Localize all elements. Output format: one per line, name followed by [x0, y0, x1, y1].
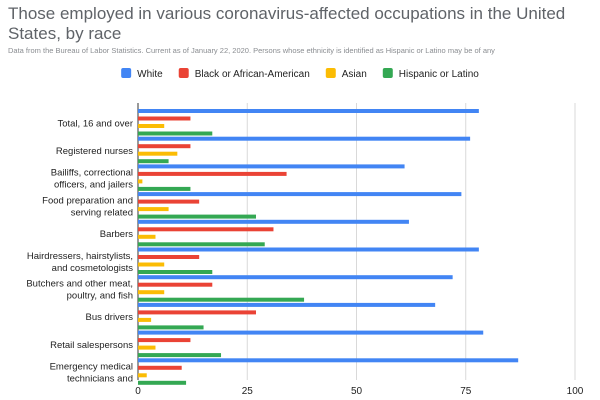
- category-label: technicians and: [67, 374, 133, 385]
- category-label: Bus drivers: [85, 312, 133, 323]
- bar-black: [138, 338, 191, 343]
- category-label: Registered nurses: [56, 146, 133, 157]
- legend-swatch: [382, 68, 393, 78]
- category-label: Emergency medical: [50, 362, 133, 373]
- bar-asian: [138, 262, 165, 267]
- bar-white: [138, 136, 471, 141]
- bar-hispanic: [138, 214, 256, 219]
- legend-label: Asian: [342, 69, 367, 80]
- bar-hispanic: [138, 297, 305, 302]
- category-label: and cosmetologists: [52, 263, 134, 274]
- bar-white: [138, 358, 519, 363]
- bar-asian: [138, 207, 169, 212]
- x-tick-label: 75: [460, 386, 472, 397]
- x-tick-label: 0: [135, 386, 141, 397]
- bar-asian: [138, 179, 143, 184]
- bar-white: [138, 164, 405, 169]
- bar-black: [138, 116, 191, 121]
- bar-white: [138, 219, 409, 224]
- category-label: officers, and jailers: [54, 180, 133, 191]
- legend-label: White: [137, 69, 163, 80]
- bar-asian: [138, 124, 165, 128]
- bar-white: [138, 247, 479, 252]
- x-tick-label: 50: [351, 386, 363, 397]
- chart-subtitle: Data from the Bureau of Labor Statistics…: [8, 46, 495, 55]
- category-label: Hairdressers, hairstylists,: [27, 251, 133, 262]
- bar-hispanic: [138, 325, 204, 330]
- bar-black: [138, 365, 182, 370]
- bar-asian: [138, 151, 178, 156]
- bar-white: [138, 330, 484, 335]
- bar-black: [138, 255, 200, 259]
- legend-swatch: [325, 68, 336, 78]
- bar-white: [138, 302, 436, 307]
- bar-asian: [138, 373, 147, 378]
- bar-white: [138, 192, 462, 197]
- bar-asian: [138, 317, 152, 322]
- category-label: Food preparation and: [42, 195, 133, 206]
- category-label: Barbers: [100, 229, 134, 240]
- bar-asian: [138, 290, 165, 295]
- bar-black: [138, 282, 213, 287]
- legend-swatch: [121, 68, 132, 78]
- category-label: Butchers and other meat,: [26, 278, 133, 289]
- bar-hispanic: [138, 270, 213, 274]
- legend-label: Black or African-American: [195, 69, 310, 80]
- legend-label: Hispanic or Latino: [399, 69, 479, 80]
- bar-hispanic: [138, 380, 187, 385]
- category-label: Retail salespersons: [50, 340, 133, 351]
- bar-hispanic: [138, 242, 265, 247]
- bar-hispanic: [138, 186, 191, 191]
- x-tick-label: 25: [242, 386, 254, 397]
- category-label: poultry, and fish: [67, 290, 133, 301]
- bar-white: [138, 275, 453, 280]
- category-label: serving related: [71, 207, 133, 218]
- category-label: Total, 16 and over: [57, 118, 133, 129]
- bar-hispanic: [138, 131, 213, 136]
- chart-title: Those employed in various coronavirus-af…: [8, 4, 566, 43]
- bar-black: [138, 199, 200, 204]
- bar-hispanic: [138, 159, 169, 164]
- bar-black: [138, 310, 256, 315]
- bar-black: [138, 144, 191, 149]
- legend-swatch: [178, 68, 189, 78]
- bar-hispanic: [138, 353, 222, 358]
- bar-black: [138, 227, 274, 232]
- bar-black: [138, 171, 287, 176]
- x-tick-label: 100: [567, 386, 584, 397]
- category-label: Bailiffs, correctional: [51, 168, 133, 179]
- bar-asian: [138, 345, 156, 350]
- bar-asian: [138, 234, 156, 239]
- bar-white: [138, 109, 479, 113]
